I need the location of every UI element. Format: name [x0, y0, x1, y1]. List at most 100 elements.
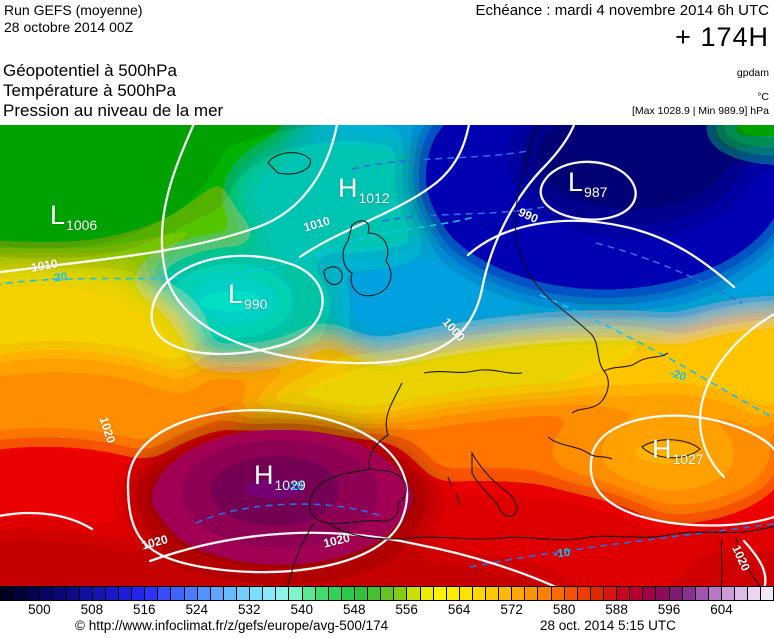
colorbar-tick-label: 548: [342, 602, 366, 617]
colorbar-cell: [748, 587, 762, 600]
colorbar-cell: [223, 587, 237, 600]
colorbar-cell: [53, 587, 67, 600]
colorbar-tick-label: 500: [28, 602, 51, 617]
footer-copyright: © http://www.infoclimat.fr/z/gefs/europe…: [75, 618, 389, 633]
temperature-label: -20: [50, 271, 68, 285]
colorbar-cell: [289, 587, 303, 600]
colorbar-cell: [210, 587, 224, 600]
parameter-list: Géopotentiel à 500hPa Température à 500h…: [3, 61, 223, 121]
colorbar-cell: [407, 587, 421, 600]
pressure-range: [Max 1028.9 | Min 989.9] hPa: [632, 105, 769, 117]
colorbar-cell: [394, 587, 408, 600]
colorbar-cell: [735, 587, 749, 600]
colorbar-cell: [184, 587, 198, 600]
pressure-center-l-1006: L1006: [50, 200, 98, 234]
colorbar-cell: [341, 587, 355, 600]
colorbar-cell: [368, 587, 382, 600]
colorbar-tick-label: 556: [395, 602, 418, 617]
colorbar-cell: [617, 587, 631, 600]
colorbar-cell: [1, 587, 15, 600]
colorbar-cell: [761, 587, 774, 600]
echeance-text: Echéance : mardi 4 novembre 2014 6h UTC: [475, 2, 770, 19]
colorbar-cell: [459, 587, 473, 600]
colorbar-cell: [40, 587, 54, 600]
colorbar-cell: [420, 587, 434, 600]
isobar-label: 1020: [729, 543, 753, 574]
unit-list: gpdam °C [Max 1028.9 | Min 989.9] hPa: [632, 67, 769, 117]
isobar-label: 1020: [322, 530, 352, 551]
colorbar-cell: [132, 587, 146, 600]
colorbar-cell: [92, 587, 106, 600]
colorbar-tick-label: 540: [290, 602, 313, 617]
colorbar-cell: [27, 587, 41, 600]
colorbar-tick-label: 508: [80, 602, 104, 617]
colorbar-cell: [525, 587, 539, 600]
colorbar-cell: [669, 587, 683, 600]
pressure-center-h-1012: H1012: [338, 173, 390, 207]
pressure-center-h-1027: H1027: [652, 434, 704, 468]
colorbar-cell: [250, 587, 264, 600]
temperature-label: -10: [553, 546, 572, 561]
colorbar-tick-label: 588: [605, 602, 628, 617]
footer-datetime: 28 oct. 2014 5:15 UTC: [540, 618, 676, 633]
coastlines: [267, 125, 774, 586]
isobar-contours: [0, 125, 774, 586]
isobar-label: 1020: [140, 532, 170, 553]
colorbar-cell: [105, 587, 119, 600]
forecast-hour: + 174H: [675, 22, 769, 52]
pressure-center-h-1029: H1029: [254, 460, 306, 494]
unit-geopotential: gpdam: [736, 67, 769, 79]
colorbar-cell: [682, 587, 696, 600]
forecast-info: Echéance : mardi 4 novembre 2014 6h UTC …: [476, 2, 770, 53]
colorbar-cell: [381, 587, 395, 600]
colorbar-cell: [656, 587, 670, 600]
colorbar: [0, 586, 774, 601]
colorbar-cell: [302, 587, 316, 600]
colorbar-cell: [695, 587, 709, 600]
isobar-label: 1020: [96, 415, 119, 445]
unit-temperature: °C: [757, 91, 769, 103]
colorbar-tick-label: 524: [185, 602, 209, 617]
temperature-label: -10: [286, 479, 305, 494]
colorbar-cell: [630, 587, 644, 600]
colorbar-cell: [263, 587, 277, 600]
colorbar-cell: [499, 587, 513, 600]
colorbar-cell: [512, 587, 526, 600]
temperature-contours: [0, 150, 774, 568]
colorbar-tick-label: 580: [552, 602, 576, 617]
isobar-label: 1010: [302, 213, 332, 235]
weather-map: L1006 H1012 L987 L990 H1029 H1027 1010 1010 1000…: [0, 125, 774, 586]
temperature-label: -20: [667, 367, 688, 384]
pressure-center-l-990: L990: [228, 279, 268, 313]
colorbar-tick-label: 596: [657, 602, 681, 617]
colorbar-cell: [590, 587, 605, 600]
map-svg: [0, 125, 774, 586]
colorbar-cell: [276, 587, 290, 600]
run-date: 28 octobre 2014 00Z: [4, 19, 134, 35]
colorbar-cell: [118, 587, 133, 600]
colorbar-cell: [577, 587, 591, 600]
colorbar-cell: [433, 587, 447, 600]
colorbar-tick-label: 564: [447, 602, 471, 617]
colorbar-cell: [328, 587, 342, 600]
colorbar-cell: [158, 587, 172, 600]
colorbar-tick-label: 572: [500, 602, 523, 617]
colorbar-cell: [486, 587, 500, 600]
run-model: Run GEFS (moyenne): [4, 2, 143, 18]
map-labels: L1006 H1012 L987 L990 H1029 H1027 1010 1010 1000…: [0, 125, 774, 586]
colorbar-cell: [551, 587, 565, 600]
colorbar-cell: [604, 587, 618, 600]
colorbar-cell: [643, 587, 657, 600]
colorbar-cell: [171, 587, 185, 600]
colorbar-ticks: 500 508 516 524 532 540 548 556 564 572 580 588 596 6…: [0, 602, 774, 618]
colorbar-cell: [79, 587, 93, 600]
colorbar-cell: [14, 587, 28, 600]
colorbar-cell: [538, 587, 552, 600]
isobar-label: 990: [516, 205, 541, 226]
pressure-center-l-987: L987: [568, 167, 608, 201]
param-temperature: Température à 500hPa: [3, 81, 176, 100]
colorbar-cell: [315, 587, 329, 600]
colorbar-cell: [66, 587, 80, 600]
isobar-label: 1000: [439, 315, 468, 345]
colorbar-cell: [145, 587, 159, 600]
